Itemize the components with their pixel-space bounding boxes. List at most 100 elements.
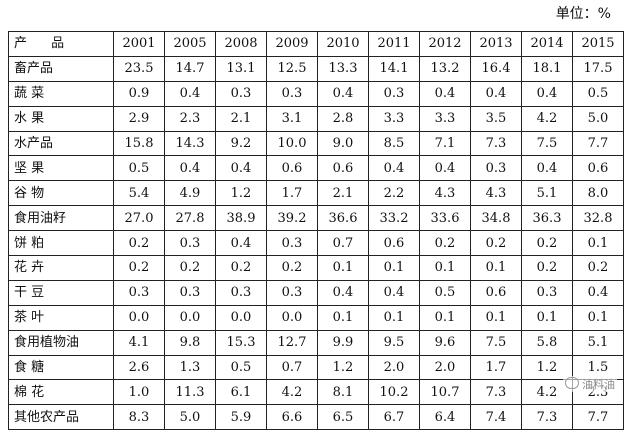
- table-cell: 5.0: [572, 105, 624, 132]
- table-cell: 4.2: [266, 379, 318, 406]
- table-cell: 2.8: [317, 105, 369, 132]
- table-row: 畜产品 23.5 14.7 13.1 12.5 13.3 14.1 13.2 16.4 18.1 1…: [8, 55, 624, 82]
- table-cell: 12.5: [266, 55, 318, 82]
- header-year: 2012: [419, 31, 471, 57]
- table-cell: 0.2: [470, 230, 522, 257]
- header-year: 2008: [215, 31, 267, 57]
- table-cell: 0.1: [572, 304, 624, 331]
- table-cell: 0.3: [368, 80, 420, 107]
- table-cell: 33.6: [419, 205, 471, 232]
- table-cell: 8.0: [572, 180, 624, 207]
- row-product-name: 蔬 菜: [8, 80, 114, 107]
- table-row: 花 卉 0.2 0.2 0.2 0.2 0.1 0.1 0.1 0.1 0.2 0.2: [8, 255, 624, 281]
- table-cell: 0.4: [164, 80, 216, 107]
- table-cell: 0.4: [368, 279, 420, 306]
- table-cell: 7.7: [572, 130, 624, 157]
- table-cell: 5.0: [164, 404, 216, 430]
- table-cell: 0.2: [572, 255, 624, 281]
- table-cell: 0.6: [470, 279, 522, 306]
- table-cell: 4.3: [419, 180, 471, 207]
- table-cell: 0.7: [317, 230, 369, 257]
- header-year: 2009: [266, 31, 318, 57]
- table-cell: 27.0: [113, 205, 165, 232]
- table-cell: 1.2: [317, 354, 369, 381]
- table-cell: 0.4: [572, 279, 624, 306]
- table-row: 其他农产品 8.3 5.0 5.9 6.6 6.5 6.7 6.4 7.4 7.3 7.7: [8, 404, 624, 430]
- header-product: 产 品: [8, 31, 114, 57]
- table-cell: 36.6: [317, 205, 369, 232]
- table-cell: 6.1: [215, 379, 267, 406]
- table-cell: 0.2: [521, 230, 573, 257]
- table-cell: 0.1: [419, 304, 471, 331]
- table-cell: 17.5: [572, 55, 624, 82]
- table-cell: 0.1: [317, 304, 369, 331]
- row-product-name: 坚 果: [8, 155, 114, 182]
- table-cell: 0.4: [521, 155, 573, 182]
- table-cell: 1.7: [266, 180, 318, 207]
- table-cell: 10.2: [368, 379, 420, 406]
- table-row: 谷 物 5.4 4.9 1.2 1.7 2.1 2.2 4.3 4.3 5.1 8.0: [8, 180, 624, 207]
- header-year: 2001: [113, 31, 165, 57]
- table-row: 坚 果 0.5 0.4 0.4 0.6 0.6 0.4 0.4 0.3 0.4 0.6: [8, 155, 624, 182]
- table-cell: 8.1: [317, 379, 369, 406]
- table-cell: 0.4: [368, 155, 420, 182]
- table-cell: 8.3: [113, 404, 165, 430]
- table-cell: 3.1: [266, 105, 318, 132]
- row-product-name: 谷 物: [8, 180, 114, 207]
- table-cell: 5.1: [521, 180, 573, 207]
- table-cell: 0.5: [419, 279, 471, 306]
- table-cell: 0.1: [317, 255, 369, 281]
- table-row: 水 果 2.9 2.3 2.1 3.1 2.8 3.3 3.3 3.5 4.2 5.0: [8, 105, 624, 132]
- table-cell: 1.0: [113, 379, 165, 406]
- table-row: 棉 花 1.0 11.3 6.1 4.2 8.1 10.2 10.7 7.3 4.2 2.3: [8, 379, 624, 406]
- table-cell: 23.5: [113, 55, 165, 82]
- table-cell: 0.3: [266, 80, 318, 107]
- table-cell: 2.1: [215, 105, 267, 132]
- row-product-name: 其他农产品: [8, 404, 114, 430]
- table-cell: 0.3: [470, 155, 522, 182]
- table-cell: 7.3: [521, 404, 573, 430]
- header-row: 产 品 2001 2005 2008 2009 2010 2011 2012 2013 2014…: [8, 31, 624, 57]
- watermark-text: 油料油: [582, 378, 615, 391]
- table-row: 食 糖 2.6 1.3 0.5 0.7 1.2 2.0 2.0 1.7 1.2 1.5: [8, 354, 624, 381]
- table-cell: 0.4: [419, 155, 471, 182]
- table-cell: 0.1: [470, 255, 522, 281]
- table-cell: 5.4: [113, 180, 165, 207]
- table-cell: 7.3: [470, 379, 522, 406]
- table-cell: 13.3: [317, 55, 369, 82]
- header-year: 2011: [368, 31, 420, 57]
- row-product-name: 茶 叶: [8, 304, 114, 331]
- table-cell: 0.3: [215, 80, 267, 107]
- table-cell: 0.4: [317, 279, 369, 306]
- table-cell: 15.8: [113, 130, 165, 157]
- table-cell: 1.7: [470, 354, 522, 381]
- table-body: 畜产品 23.5 14.7 13.1 12.5 13.3 14.1 13.2 16.4 18.1 1…: [8, 55, 624, 430]
- table-cell: 0.3: [266, 230, 318, 257]
- table-cell: 0.2: [215, 255, 267, 281]
- table-cell: 36.3: [521, 205, 573, 232]
- table-cell: 0.7: [266, 354, 318, 381]
- table-cell: 0.2: [113, 255, 165, 281]
- table-cell: 5.9: [215, 404, 267, 430]
- table-cell: 27.8: [164, 205, 216, 232]
- header-year: 2005: [164, 31, 216, 57]
- table-cell: 0.1: [368, 304, 420, 331]
- wechat-icon: [565, 377, 579, 389]
- table-cell: 14.1: [368, 55, 420, 82]
- header-year: 2015: [572, 31, 624, 57]
- table-cell: 7.3: [470, 130, 522, 157]
- table-cell: 2.0: [419, 354, 471, 381]
- table-cell: 0.0: [215, 304, 267, 331]
- table-cell: 32.8: [572, 205, 624, 232]
- table-cell: 7.1: [419, 130, 471, 157]
- table-cell: 0.6: [572, 155, 624, 182]
- table-cell: 0.3: [164, 279, 216, 306]
- table-row: 干 豆 0.3 0.3 0.3 0.3 0.4 0.4 0.5 0.6 0.3 0.4: [8, 279, 624, 306]
- row-product-name: 水产品: [8, 130, 114, 157]
- table-cell: 5.8: [521, 329, 573, 356]
- table-cell: 0.0: [266, 304, 318, 331]
- table-cell: 3.3: [419, 105, 471, 132]
- row-product-name: 干 豆: [8, 279, 114, 306]
- table-cell: 6.6: [266, 404, 318, 430]
- table-cell: 0.2: [164, 255, 216, 281]
